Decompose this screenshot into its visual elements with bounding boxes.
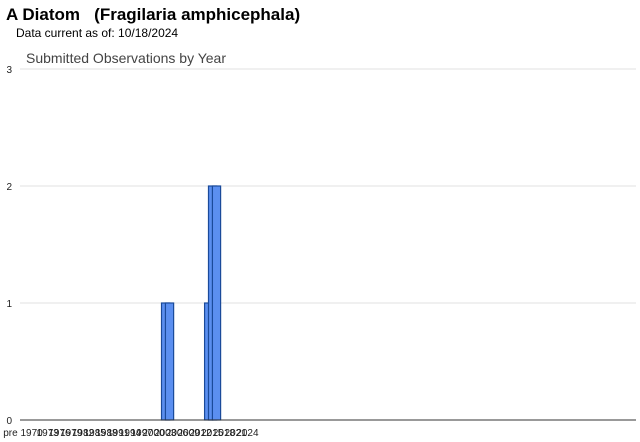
x-tick-label: 2006 [166, 428, 189, 439]
x-tick-label: pre 1970 [3, 428, 43, 439]
x-tick-label: 1982 [72, 428, 95, 439]
chart-title: Submitted Observations by Year [26, 50, 227, 66]
x-tick-labels: pre 197019731976197919821985198819911994… [3, 428, 259, 439]
x-tick-label: 1997 [131, 428, 154, 439]
y-tick-labels: 0 1 2 3 [6, 65, 12, 427]
x-tick-label: 2012 [189, 428, 212, 439]
x-tick-label: 1988 [95, 428, 118, 439]
x-tick-label: 1976 [48, 428, 71, 439]
x-tick-label: 2000 [142, 428, 165, 439]
x-tick-label: 2024 [236, 428, 259, 439]
x-tick-label: 1991 [107, 428, 130, 439]
y-tick-label: 2 [6, 182, 12, 193]
x-tick-label: 1973 [37, 428, 60, 439]
x-tick-label: 2021 [225, 428, 248, 439]
x-tick-label: 2018 [213, 428, 236, 439]
x-tick-label: 2009 [178, 428, 201, 439]
grid-lines [20, 68, 636, 304]
y-tick-label: 0 [6, 416, 12, 427]
y-tick-label: 3 [6, 65, 12, 76]
y-tick-label: 1 [6, 299, 12, 310]
x-tick-label: 1994 [119, 428, 142, 439]
bar-2005 [164, 302, 175, 421]
bar-2017 [211, 185, 222, 421]
x-tick-label: 1979 [60, 428, 83, 439]
data-date: Data current as of: 10/18/2024 [16, 26, 179, 40]
page-title: A Diatom (Fragilaria amphicephala) [6, 5, 301, 24]
x-tick-label: 2015 [201, 428, 224, 439]
x-tick-label: 2003 [154, 428, 177, 439]
x-tick-label: 1985 [84, 428, 107, 439]
